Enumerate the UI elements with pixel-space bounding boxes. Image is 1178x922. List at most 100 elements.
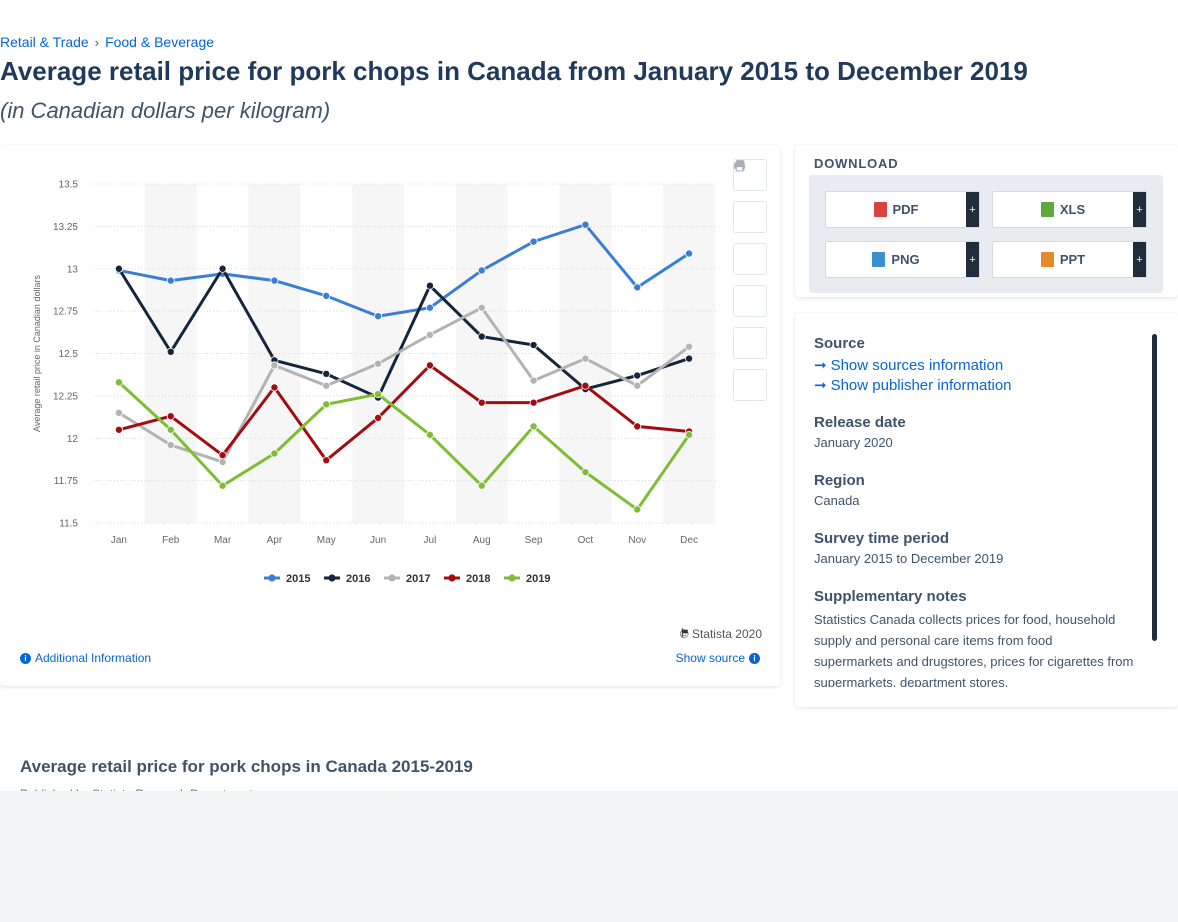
plus-icon[interactable]: +: [1133, 242, 1146, 277]
plus-icon[interactable]: +: [966, 192, 979, 227]
data-point: [322, 369, 331, 378]
data-point: [633, 283, 642, 292]
legend-label: 2017: [406, 573, 430, 585]
show-source-label: Show source: [675, 651, 745, 665]
download-area: PDF + XLS + PNG + PPT +: [809, 175, 1163, 293]
data-point: [477, 398, 486, 407]
data-point: [374, 312, 383, 321]
y-tick-label: 13.5: [59, 180, 79, 191]
legend-marker: [328, 574, 336, 582]
data-point: [685, 354, 694, 363]
bell-icon[interactable]: [733, 160, 767, 233]
legend-marker: [508, 574, 516, 582]
data-point: [529, 398, 538, 407]
data-point: [114, 425, 123, 434]
data-point: [270, 383, 279, 392]
data-point: [374, 390, 383, 399]
data-point: [218, 457, 227, 466]
column-band: [455, 184, 508, 523]
download-xls-button[interactable]: XLS +: [992, 191, 1147, 228]
data-point: [633, 422, 642, 431]
gear-icon[interactable]: [733, 160, 767, 275]
data-point: [425, 361, 434, 370]
download-pdf-button[interactable]: PDF +: [825, 191, 980, 228]
flag-icon[interactable]: [680, 627, 691, 638]
breadcrumb-food-beverage[interactable]: Food & Beverage: [105, 34, 215, 50]
show-publisher-link[interactable]: ➞ Show publisher information: [814, 376, 1134, 395]
ppt-label: PPT: [1059, 252, 1086, 267]
page-title: Average retail price for pork chops in C…: [0, 56, 1028, 86]
x-tick-label: Sep: [525, 535, 543, 546]
series-line-2017: [118, 306, 690, 464]
data-point: [685, 249, 694, 258]
data-point: [270, 361, 279, 370]
region-value: Canada: [814, 493, 860, 508]
data-point: [218, 481, 227, 490]
y-tick-label: 12.75: [53, 307, 78, 318]
y-tick-label: 12: [67, 434, 79, 445]
supplementary-notes-heading: Supplementary notes: [814, 588, 967, 605]
release-date-heading: Release date: [814, 414, 906, 431]
additional-information-link[interactable]: i Additional Information: [20, 651, 151, 665]
show-publisher-label: Show publisher information: [830, 376, 1012, 394]
data-point: [374, 359, 383, 368]
breadcrumb: Retail & Trade › Food & Beverage: [0, 34, 214, 50]
legend-marker: [388, 574, 396, 582]
share-icon[interactable]: [733, 160, 767, 317]
supplementary-notes-text: Statistics Canada collects prices for fo…: [814, 612, 1134, 687]
pdf-file-icon: [873, 202, 887, 217]
y-axis-label: Average retail price in Canadian dollars: [32, 275, 42, 432]
data-point: [374, 413, 383, 422]
data-point: [529, 341, 538, 350]
x-tick-label: Dec: [680, 535, 698, 546]
x-tick-label: Oct: [578, 535, 594, 546]
plus-icon[interactable]: +: [1133, 192, 1146, 227]
data-point: [166, 276, 175, 285]
download-card: DOWNLOAD PDF + XLS + PNG + PPT +: [795, 145, 1178, 297]
show-sources-label: Show sources information: [830, 356, 1004, 374]
data-point: [425, 430, 434, 439]
y-tick-label: 12.5: [59, 349, 79, 360]
data-point: [633, 371, 642, 380]
xls-label: XLS: [1059, 202, 1086, 217]
show-source-link[interactable]: Show source i: [676, 651, 760, 665]
x-tick-label: May: [317, 535, 336, 546]
region-heading: Region: [814, 472, 865, 489]
data-point: [581, 468, 590, 477]
png-file-icon: [872, 252, 886, 267]
data-point: [685, 430, 694, 439]
release-date-value: January 2020: [814, 435, 893, 450]
data-point: [322, 400, 331, 409]
x-tick-label: Mar: [214, 535, 232, 546]
show-sources-link[interactable]: ➞ Show sources information: [814, 356, 1134, 375]
data-point: [322, 291, 331, 300]
data-point: [477, 332, 486, 341]
data-point: [477, 303, 486, 312]
data-point: [581, 354, 590, 363]
x-tick-label: Aug: [473, 535, 491, 546]
survey-period-value: January 2015 to December 2019: [814, 551, 1004, 566]
download-title: DOWNLOAD: [814, 156, 899, 171]
download-png-button[interactable]: PNG +: [825, 241, 980, 278]
metadata-card: Source ➞ Show sources information ➞ Show…: [795, 313, 1178, 707]
data-point: [270, 276, 279, 285]
legend-marker: [268, 574, 276, 582]
print-icon[interactable]: [733, 160, 767, 401]
x-tick-label: Apr: [267, 535, 283, 546]
data-point: [529, 376, 538, 385]
data-point: [581, 381, 590, 390]
download-ppt-button[interactable]: PPT +: [992, 241, 1147, 278]
metadata-scrollbar[interactable]: [1152, 334, 1157, 641]
copyright: © Statista 2020: [680, 627, 762, 641]
quote-icon[interactable]: [733, 162, 767, 359]
plus-icon[interactable]: +: [966, 242, 979, 277]
related-title: Average retail price for pork chops in C…: [20, 757, 473, 776]
data-point: [322, 456, 331, 465]
related-subtitle: Published by Statista Research Departmen…: [20, 787, 253, 791]
data-point: [633, 381, 642, 390]
arrow-right-icon: ➞: [814, 377, 827, 394]
data-point: [529, 422, 538, 431]
breadcrumb-retail-trade[interactable]: Retail & Trade: [0, 34, 89, 50]
survey-period-heading: Survey time period: [814, 530, 950, 547]
xls-file-icon: [1040, 202, 1054, 217]
